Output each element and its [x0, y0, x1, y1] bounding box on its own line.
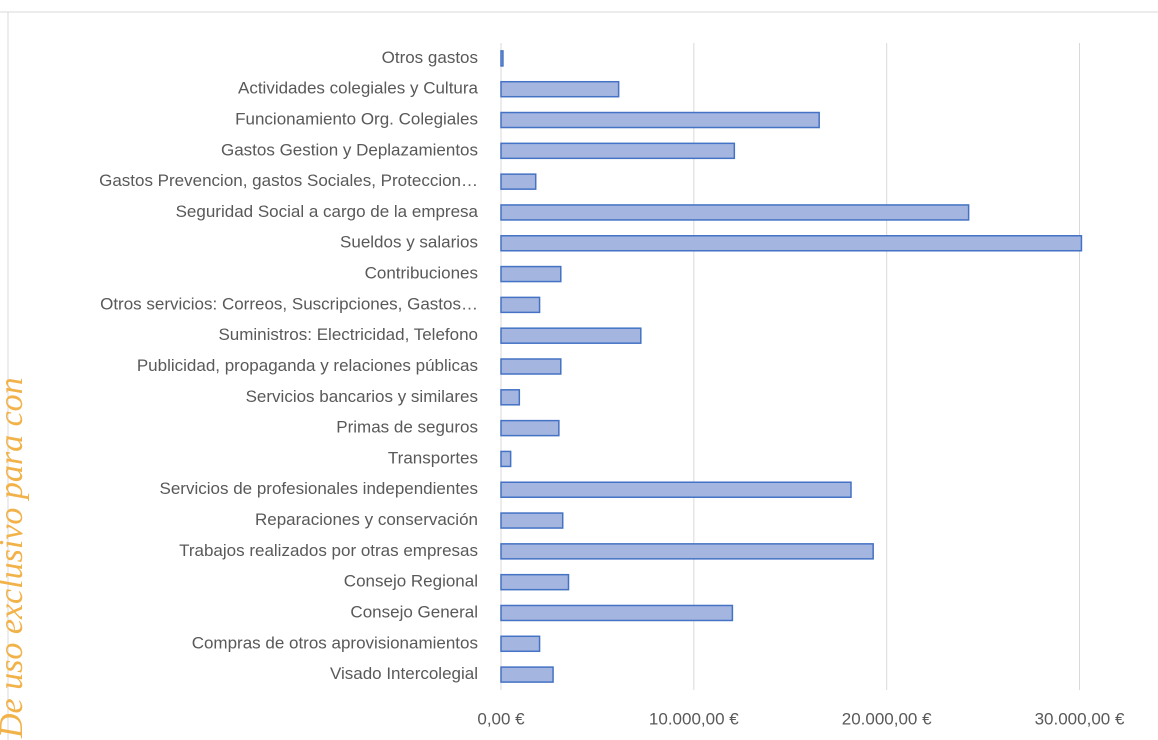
y-tick-label: Consejo Regional [344, 572, 478, 591]
y-tick-label: Suministros: Electricidad, Telefono [218, 325, 478, 344]
y-tick-label: Trabajos realizados por otras empresas [179, 541, 478, 560]
y-tick-label: Transportes [388, 448, 478, 467]
bar [500, 635, 541, 653]
bar [500, 80, 620, 98]
y-tick-label: Actividades colegiales y Cultura [238, 79, 479, 98]
x-tick-label: 20.000,00 € [842, 709, 932, 728]
bar [500, 327, 642, 344]
y-tick-label: Sueldos y salarios [340, 233, 478, 252]
bar [500, 389, 521, 406]
y-tick-label: Publicidad, propaganda y relaciones públ… [137, 356, 478, 375]
bar [500, 512, 564, 529]
y-tick-label: Gastos Gestion y Deplazamientos [221, 140, 478, 159]
bar [500, 204, 970, 221]
watermark: De uso exclusivo para con [0, 377, 30, 739]
x-tick-label: 0,00 € [477, 709, 525, 728]
y-tick-label: Reparaciones y conservación [255, 510, 478, 529]
bar [500, 573, 570, 591]
bar [500, 142, 736, 160]
bar [500, 265, 562, 283]
y-tick-label: Servicios de profesionales independiente… [160, 479, 478, 498]
y-tick-label: Primas de seguros [336, 418, 478, 437]
bar [500, 296, 541, 314]
bar [500, 419, 560, 437]
y-tick-label: Otros gastos [382, 48, 478, 67]
y-tick-label: Gastos Prevencion, gastos Sociales, Prot… [99, 171, 478, 190]
y-tick-label: Servicios bancarios y similares [246, 387, 478, 406]
y-tick-label: Consejo General [350, 602, 478, 621]
y-tick-label: Compras de otros aprovisionamientos [192, 633, 478, 652]
y-tick-label: Otros servicios: Correos, Suscripciones,… [100, 294, 478, 313]
y-tick-label: Visado Intercolegial [330, 664, 478, 683]
bar [500, 111, 820, 129]
bar [500, 481, 852, 498]
y-tick-label: Contribuciones [365, 264, 478, 283]
y-tick-label: Seguridad Social a cargo de la empresa [176, 202, 479, 221]
bar [500, 50, 504, 67]
bar [500, 358, 562, 375]
bar [500, 543, 874, 560]
bar [500, 450, 512, 468]
x-tick-label: 30.000,00 € [1035, 709, 1125, 728]
bar [500, 666, 554, 683]
bar [500, 604, 734, 622]
y-tick-label: Funcionamiento Org. Colegiales [235, 110, 478, 129]
x-tick-label: 10.000,00 € [649, 709, 739, 728]
bar [500, 173, 537, 190]
bar [500, 235, 1083, 252]
